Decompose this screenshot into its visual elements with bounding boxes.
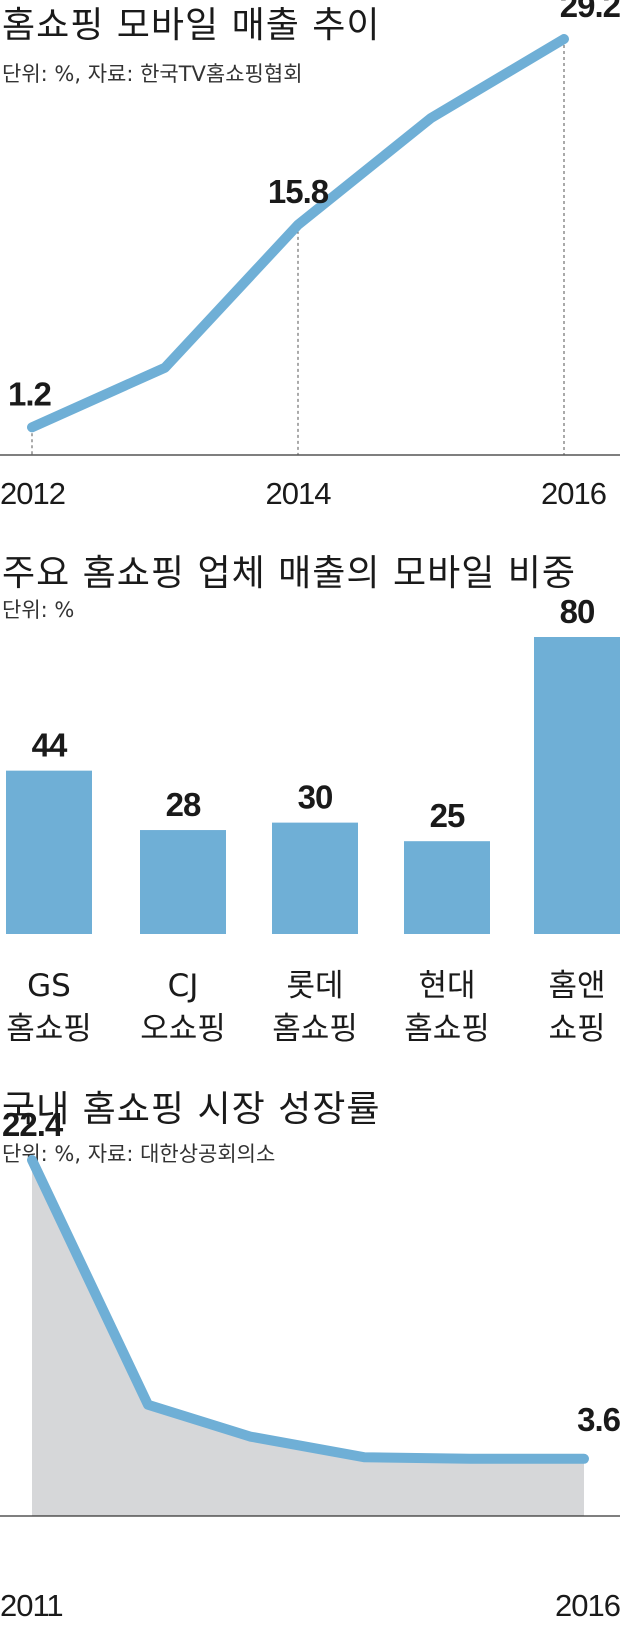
series-line bbox=[27, 1155, 589, 1464]
chart-mobile-share-by-company: 주요 홈쇼핑 업체 매출의 모바일 비중 단위: % 44 GS 홈쇼핑 28 CJ 오쇼… bbox=[0, 550, 620, 1070]
x-tick-label: 2011 bbox=[0, 1588, 63, 1623]
area-chart: 22.4 3.6 2011 2016 bbox=[0, 1106, 620, 1623]
category-label: CJ bbox=[168, 968, 199, 1004]
bar-value-label: 44 bbox=[32, 727, 68, 764]
data-label: 29.2 bbox=[560, 0, 620, 24]
x-tick-label: 2016 bbox=[541, 476, 606, 511]
chart-subtitle: 단위: %, 자료: 한국TV홈쇼핑협회 bbox=[2, 62, 303, 86]
bar-value-label: 28 bbox=[166, 786, 201, 823]
bar-value-label: 80 bbox=[560, 593, 595, 630]
data-label: 1.2 bbox=[8, 375, 52, 412]
bar bbox=[404, 841, 490, 934]
chart-subtitle: 단위: %, 자료: 대한상공회의소 bbox=[2, 1142, 276, 1166]
bar bbox=[534, 637, 620, 934]
area-fill bbox=[32, 1160, 584, 1516]
x-tick-label: 2014 bbox=[266, 476, 332, 511]
category-label: 쇼핑 bbox=[548, 1011, 605, 1047]
category-label: 현대 bbox=[418, 968, 475, 1004]
chart-market-growth-rate: 국내 홈쇼핑 시장 성장률 단위: %, 자료: 대한상공회의소 22.4 3.6… bbox=[0, 1080, 620, 1633]
category-label: 오쇼핑 bbox=[140, 1011, 226, 1047]
chart-title: 홈쇼핑 모바일 매출 추이 bbox=[2, 5, 381, 46]
category-label: 홈쇼핑 bbox=[6, 1011, 92, 1047]
category-label: 롯데 bbox=[286, 968, 343, 1004]
category-label: 홈앤 bbox=[548, 968, 605, 1004]
chart-mobile-sales-trend: 홈쇼핑 모바일 매출 추이 단위: %, 자료: 한국TV홈쇼핑협회 1.2 15… bbox=[0, 0, 620, 520]
x-tick-label: 2012 bbox=[0, 476, 65, 511]
data-label: 22.4 bbox=[2, 1106, 64, 1143]
bar bbox=[272, 822, 358, 934]
chart-title: 주요 홈쇼핑 업체 매출의 모바일 비중 bbox=[2, 553, 577, 594]
bar-value-label: 30 bbox=[298, 779, 333, 816]
category-label: 홈쇼핑 bbox=[404, 1011, 490, 1047]
data-label: 15.8 bbox=[268, 173, 329, 210]
x-tick-label: 2016 bbox=[555, 1588, 620, 1623]
line-chart: 1.2 15.8 29.2 2012 2014 2016 bbox=[0, 0, 620, 511]
bar bbox=[6, 770, 92, 934]
bar-value-label: 25 bbox=[430, 797, 465, 834]
bar bbox=[140, 830, 226, 934]
data-label: 3.6 bbox=[577, 1401, 620, 1438]
chart-subtitle: 단위: % bbox=[2, 598, 75, 622]
chart-title: 국내 홈쇼핑 시장 성장률 bbox=[2, 1089, 381, 1130]
category-label: GS bbox=[27, 968, 71, 1004]
category-label: 홈쇼핑 bbox=[272, 1011, 358, 1047]
